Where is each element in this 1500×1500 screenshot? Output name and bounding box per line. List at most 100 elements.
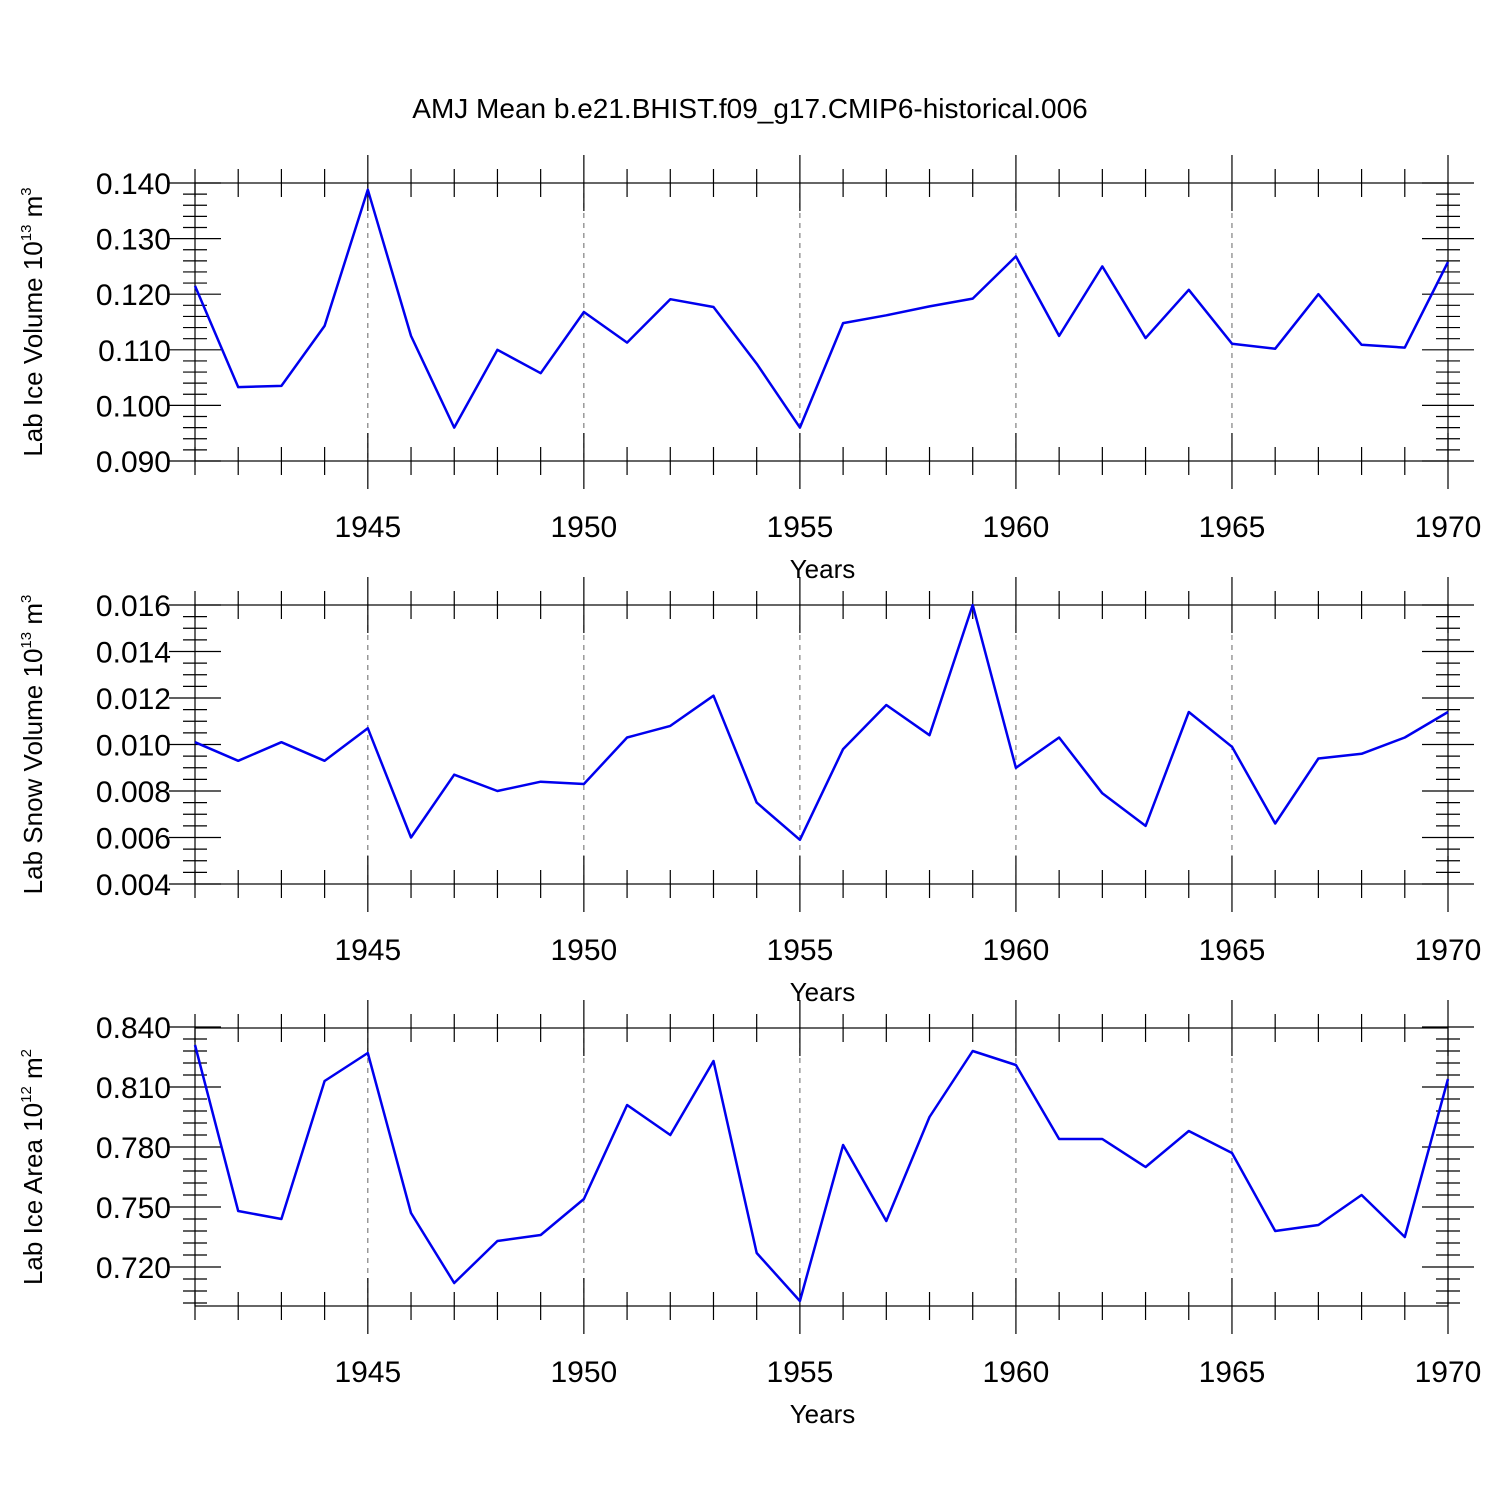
data-point [1403, 736, 1407, 740]
data-point [1360, 752, 1364, 756]
data-point [1100, 791, 1104, 795]
data-point [279, 1217, 283, 1221]
data-point [539, 371, 543, 375]
data-point [928, 304, 932, 308]
data-point [884, 313, 888, 317]
y-axis-label-text: m [18, 1057, 48, 1086]
data-point [452, 426, 456, 430]
data-point [279, 384, 283, 388]
data-point [841, 321, 845, 325]
data-point [539, 1233, 543, 1237]
data-point [798, 426, 802, 430]
data-point [366, 726, 370, 730]
x-tick-label: 1945 [334, 934, 401, 967]
data-point [1144, 1165, 1148, 1169]
data-point [409, 334, 413, 338]
y-tick-label: 0.810 [96, 1072, 171, 1105]
data-point [539, 780, 543, 784]
data-point [495, 1239, 499, 1243]
y-axis-label-text: m [18, 603, 48, 632]
panel-ice-volume: 0.090 0.100 0.110 0.120 0.130 0.140 1945 1950 19… [18, 155, 1481, 584]
x-tick-label: 1965 [1199, 511, 1266, 544]
y-axis-label-exponent: 3 [18, 595, 35, 603]
y-axis-label: Lab Ice Volume 1013 m3 [18, 187, 48, 456]
y-tick-label: 0.840 [96, 1012, 171, 1045]
y-axis-label-exponent: 13 [18, 632, 35, 649]
data-point [1057, 334, 1061, 338]
data-point [1316, 292, 1320, 296]
data-point [1187, 710, 1191, 714]
y-axis-label-exponent: 2 [18, 1049, 35, 1057]
x-tick-label: 1965 [1199, 1356, 1266, 1389]
y-tick-label: 0.750 [96, 1192, 171, 1225]
series-line-ice-volume [193, 188, 1450, 429]
data-point [193, 740, 197, 744]
y-tick-label: 0.008 [96, 776, 171, 809]
y-axis-label: Lab Snow Volume 1013 m3 [18, 595, 48, 895]
plot-frame [194, 182, 1449, 462]
data-point [409, 836, 413, 840]
y-axis-label-exponent: 12 [18, 1086, 35, 1103]
data-point [1230, 342, 1234, 346]
data-point [755, 801, 759, 805]
data-point [971, 297, 975, 301]
data-point [1014, 1063, 1018, 1067]
y-tick-label: 0.006 [96, 823, 171, 856]
plot-frame [194, 604, 1449, 885]
data-point [193, 284, 197, 288]
data-point [971, 1049, 975, 1053]
data-point [1360, 1193, 1364, 1197]
x-tick-label: 1960 [983, 934, 1050, 967]
x-tick-label: 1970 [1415, 1356, 1482, 1389]
data-point [1403, 346, 1407, 350]
data-point [798, 838, 802, 842]
x-tick-label: 1960 [983, 511, 1050, 544]
data-point [582, 782, 586, 786]
data-point [582, 310, 586, 314]
data-point [323, 324, 327, 328]
data-point [1446, 710, 1450, 714]
y-axis-label-exponent: 3 [18, 187, 35, 195]
y-axis-label-text: Lab Ice Area 10 [18, 1103, 48, 1285]
y-tick-label: 0.140 [96, 168, 171, 201]
x-tick-label: 1955 [767, 511, 834, 544]
data-point [711, 694, 715, 698]
x-tick-label: 1970 [1415, 511, 1482, 544]
data-point [625, 341, 629, 345]
x-tick-label: 1950 [550, 934, 617, 967]
data-point [366, 1051, 370, 1055]
data-point [711, 1059, 715, 1063]
y-tick-label: 0.004 [96, 869, 171, 902]
y-tick-label: 0.010 [96, 730, 171, 763]
data-point [1316, 1223, 1320, 1227]
x-tick-label: 1965 [1199, 934, 1266, 967]
y-axis-label-text: m [18, 196, 48, 225]
data-point [1100, 1137, 1104, 1141]
data-point [279, 740, 283, 744]
data-point [1360, 343, 1364, 347]
y-axis-label-exponent: 13 [18, 225, 35, 242]
data-point [495, 348, 499, 352]
data-point [236, 1209, 240, 1213]
data-point [409, 1211, 413, 1215]
data-point [625, 1103, 629, 1107]
data-point [193, 1043, 197, 1047]
data-point [755, 1251, 759, 1255]
data-point [1230, 745, 1234, 749]
x-tick-label: 1955 [767, 934, 834, 967]
x-tick-label: 1950 [550, 1356, 617, 1389]
data-point [1014, 254, 1018, 258]
y-tick-label: 0.720 [96, 1252, 171, 1285]
data-point [1144, 336, 1148, 340]
x-tick-label: 1955 [767, 1356, 834, 1389]
data-point [1446, 260, 1450, 264]
data-point [1014, 766, 1018, 770]
data-point [884, 703, 888, 707]
y-tick-label: 0.016 [96, 590, 171, 623]
data-point [236, 759, 240, 763]
data-point [928, 1115, 932, 1119]
y-tick-label: 0.014 [96, 637, 171, 670]
x-tick-label: 1945 [334, 1356, 401, 1389]
data-point [1230, 1151, 1234, 1155]
